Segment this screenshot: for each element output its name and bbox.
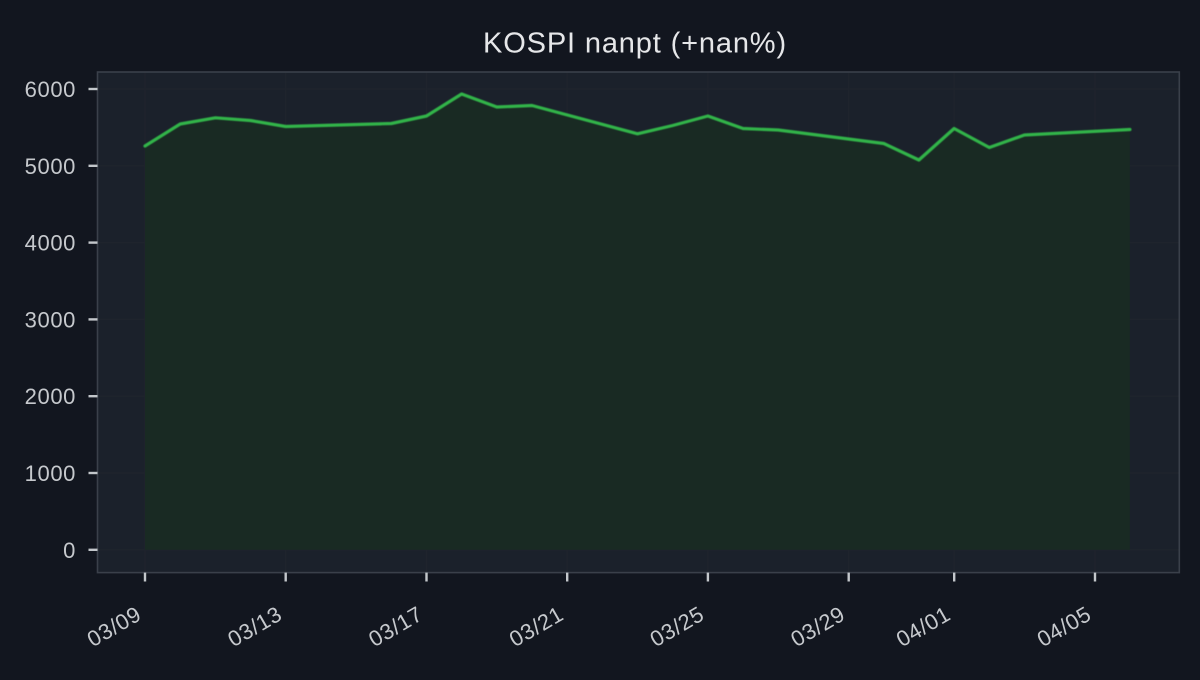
svg-text:0: 0 xyxy=(63,538,76,563)
svg-text:3000: 3000 xyxy=(25,307,76,332)
svg-text:1000: 1000 xyxy=(25,461,76,486)
svg-text:6000: 6000 xyxy=(25,77,76,102)
svg-text:2000: 2000 xyxy=(25,384,76,409)
svg-text:4000: 4000 xyxy=(25,231,76,256)
svg-text:KOSPI nanpt (+nan%): KOSPI nanpt (+nan%) xyxy=(483,28,787,60)
svg-text:5000: 5000 xyxy=(25,154,76,179)
